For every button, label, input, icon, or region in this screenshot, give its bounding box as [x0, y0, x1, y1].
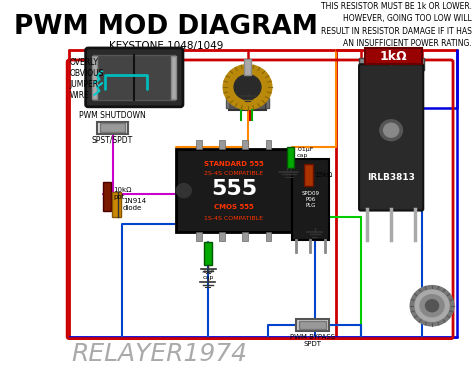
- Bar: [304, 164, 312, 186]
- Text: PWM BYPASS
SPDT: PWM BYPASS SPDT: [290, 334, 335, 347]
- Text: SPST/SPDT: SPST/SPDT: [91, 135, 133, 144]
- Bar: [204, 242, 212, 265]
- Bar: [292, 159, 329, 240]
- Text: IRLB3813: IRLB3813: [367, 173, 415, 182]
- Text: KEYSTONE 1048/1049: KEYSTONE 1048/1049: [109, 41, 223, 51]
- Text: SPD09
P06
PLG: SPD09 P06 PLG: [301, 191, 319, 207]
- Bar: [100, 123, 125, 132]
- Bar: [296, 319, 329, 331]
- Text: CMOS 555: CMOS 555: [214, 204, 254, 210]
- Circle shape: [426, 300, 438, 312]
- Text: OVERLY
OBVIOUS
JUMPER
WIRE: OVERLY OBVIOUS JUMPER WIRE: [69, 58, 104, 100]
- Bar: [265, 140, 272, 149]
- Text: PWM MOD DIAGRAM: PWM MOD DIAGRAM: [14, 14, 318, 39]
- Circle shape: [420, 295, 444, 317]
- Text: 555: 555: [211, 179, 257, 199]
- Bar: [266, 98, 269, 108]
- Circle shape: [415, 290, 449, 322]
- FancyBboxPatch shape: [86, 48, 183, 107]
- Bar: [243, 232, 248, 241]
- Circle shape: [388, 57, 394, 63]
- Bar: [299, 321, 327, 329]
- Bar: [196, 140, 202, 149]
- Bar: [103, 182, 111, 211]
- Text: .01µF
cap: .01µF cap: [297, 147, 314, 158]
- Bar: [219, 232, 225, 241]
- Text: 15kΩ: 15kΩ: [315, 172, 333, 178]
- FancyBboxPatch shape: [359, 64, 423, 211]
- Text: 1kΩ: 1kΩ: [380, 50, 407, 63]
- Bar: [226, 98, 228, 108]
- Bar: [196, 232, 202, 241]
- Bar: [93, 55, 175, 100]
- Circle shape: [383, 123, 399, 137]
- Text: .1µF
cap: .1µF cap: [201, 269, 215, 280]
- Bar: [219, 140, 225, 149]
- Circle shape: [410, 286, 454, 326]
- Circle shape: [380, 120, 402, 141]
- Bar: [287, 147, 294, 168]
- Text: 1S-4S COMPATIBLE: 1S-4S COMPATIBLE: [204, 216, 264, 221]
- Text: THIS RESISTOR MUST BE 1k OR LOWER.
HOWEVER, GOING TOO LOW WILL
RESULT IN RESISTO: THIS RESISTOR MUST BE 1k OR LOWER. HOWEV…: [321, 2, 472, 48]
- Text: 1N914
diode: 1N914 diode: [123, 198, 146, 211]
- Circle shape: [223, 65, 272, 110]
- Text: STANDARD 555: STANDARD 555: [204, 161, 264, 167]
- Bar: [265, 232, 272, 241]
- Text: PWM SHUTDOWN: PWM SHUTDOWN: [79, 111, 146, 120]
- Text: RELAYER1974: RELAYER1974: [72, 342, 247, 366]
- Bar: [243, 140, 248, 149]
- Bar: [171, 56, 176, 99]
- Bar: [97, 122, 128, 134]
- Bar: [244, 59, 251, 75]
- Circle shape: [234, 75, 261, 99]
- Bar: [92, 56, 97, 99]
- Bar: [365, 48, 421, 64]
- Circle shape: [176, 183, 191, 197]
- Bar: [359, 58, 424, 70]
- Text: 2S-4S COMPATIBLE: 2S-4S COMPATIBLE: [204, 171, 264, 176]
- Bar: [228, 95, 266, 110]
- Text: 10kΩ
pot: 10kΩ pot: [113, 187, 132, 200]
- Bar: [176, 149, 292, 232]
- Circle shape: [386, 55, 396, 65]
- Bar: [112, 192, 121, 217]
